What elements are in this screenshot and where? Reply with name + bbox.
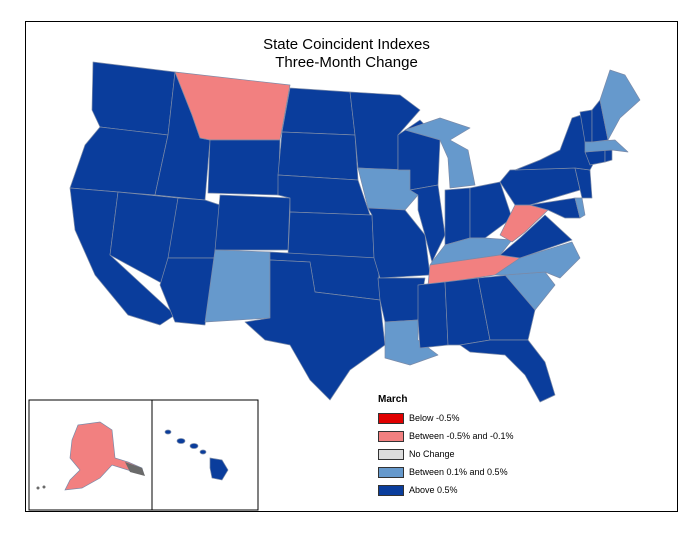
legend-label: No Change bbox=[409, 449, 455, 459]
state-VA bbox=[499, 214, 573, 259]
aleutian-islands bbox=[36, 462, 145, 490]
hawaii-inset-frame bbox=[151, 399, 259, 511]
state-AK bbox=[64, 421, 145, 491]
state-OH bbox=[469, 181, 513, 239]
state-MA bbox=[584, 139, 629, 153]
legend-item: Above 0.5% bbox=[378, 481, 514, 499]
legend: March Below -0.5% Between -0.5% and -0.1%… bbox=[378, 394, 514, 499]
state-MI bbox=[404, 117, 476, 189]
state-NE bbox=[277, 174, 371, 216]
legend-swatch bbox=[378, 412, 404, 424]
state-FL bbox=[459, 339, 556, 403]
legend-item: Between 0.1% and 0.5% bbox=[378, 463, 514, 481]
state-ND bbox=[281, 87, 356, 136]
legend-item: Between -0.5% and -0.1% bbox=[378, 427, 514, 445]
map-frame bbox=[25, 21, 678, 512]
state-IL bbox=[409, 184, 446, 263]
state-MO bbox=[367, 207, 431, 279]
legend-item: Below -0.5% bbox=[378, 409, 514, 427]
title-line-2: Three-Month Change bbox=[275, 54, 418, 71]
state-ME bbox=[599, 69, 641, 141]
state-NM bbox=[204, 249, 271, 323]
state-WY bbox=[207, 139, 281, 196]
state-AZ bbox=[159, 257, 216, 326]
legend-swatch bbox=[378, 430, 404, 442]
state-IN bbox=[444, 187, 471, 246]
legend-swatch bbox=[378, 448, 404, 460]
state-MD bbox=[529, 197, 581, 219]
title-line-1: State Coincident Indexes bbox=[263, 36, 430, 53]
legend-label: Below -0.5% bbox=[409, 413, 460, 423]
legend-label: Between -0.5% and -0.1% bbox=[409, 431, 514, 441]
state-CO bbox=[214, 194, 291, 251]
legend-swatch bbox=[378, 484, 404, 496]
state-TX bbox=[244, 259, 386, 401]
state-OR bbox=[69, 126, 169, 196]
state-IA bbox=[357, 167, 419, 211]
state-RI bbox=[604, 149, 613, 163]
state-KS bbox=[287, 211, 375, 259]
state-DE bbox=[574, 197, 586, 219]
legend-item: No Change bbox=[378, 445, 514, 463]
legend-swatch bbox=[378, 466, 404, 478]
state-HI bbox=[164, 429, 229, 481]
state-SD bbox=[277, 131, 359, 181]
legend-label: Between 0.1% and 0.5% bbox=[409, 467, 508, 477]
map-title: State Coincident Indexes Three-Month Cha… bbox=[0, 36, 693, 72]
state-WA bbox=[91, 61, 176, 136]
state-MS bbox=[417, 281, 449, 349]
legend-label: Above 0.5% bbox=[409, 485, 458, 495]
legend-title: March bbox=[378, 394, 408, 405]
